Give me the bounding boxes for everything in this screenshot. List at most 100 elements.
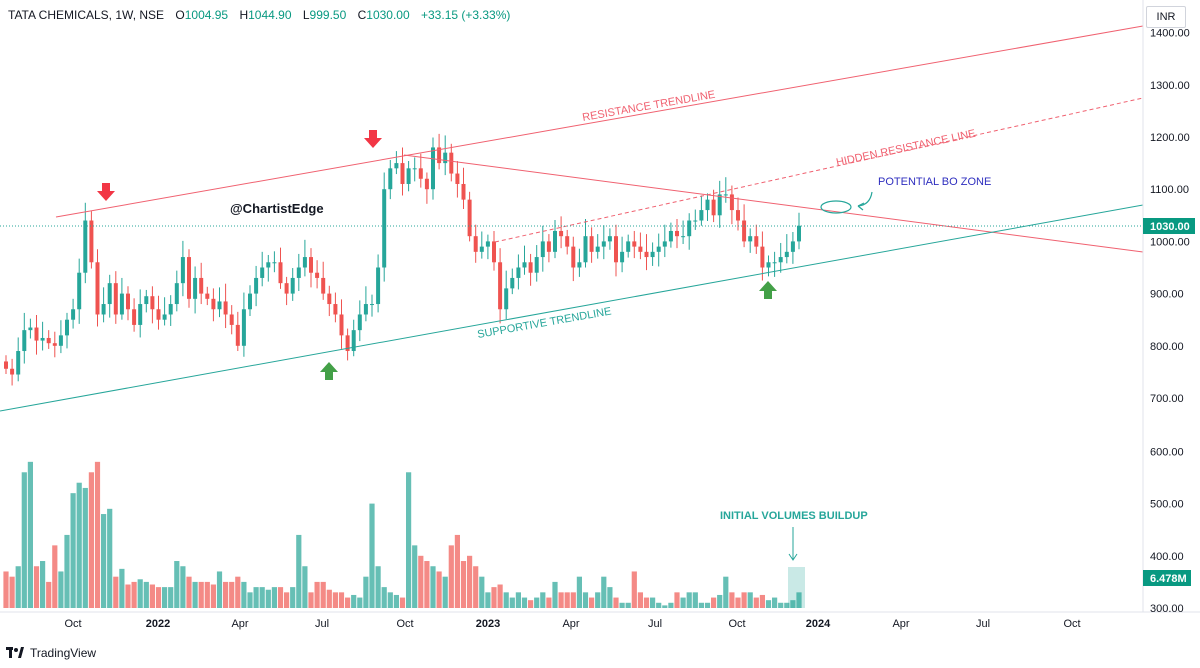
candles bbox=[4, 133, 801, 386]
volume-bar bbox=[137, 579, 143, 608]
candle-body bbox=[4, 361, 8, 369]
volume-bar bbox=[131, 581, 137, 608]
candle-body bbox=[119, 293, 124, 315]
volume-bar bbox=[668, 602, 674, 608]
candle-body bbox=[766, 262, 771, 268]
candle-body bbox=[742, 220, 747, 242]
volume-tick-label: 600.00 bbox=[1150, 446, 1184, 458]
volume-bar bbox=[564, 592, 570, 608]
candle-body bbox=[248, 293, 252, 310]
candle-body bbox=[412, 168, 417, 170]
volume-bar bbox=[717, 594, 723, 608]
candle-body bbox=[516, 267, 521, 278]
change-value: +33.15 (+3.33%) bbox=[421, 8, 511, 22]
candle-body bbox=[107, 283, 112, 305]
candle-body bbox=[748, 236, 753, 242]
candle-body bbox=[235, 324, 240, 346]
volume-bar bbox=[467, 555, 473, 608]
volume-bar bbox=[558, 592, 564, 608]
tradingview-icon bbox=[6, 647, 24, 658]
candle-body bbox=[156, 309, 161, 320]
candle-body bbox=[95, 262, 100, 315]
candle-body bbox=[278, 262, 283, 284]
candle-body bbox=[296, 267, 301, 278]
volume-bar bbox=[296, 534, 302, 608]
volume-bars bbox=[3, 461, 802, 608]
volume-bar bbox=[357, 597, 363, 608]
volume-bar bbox=[747, 592, 753, 608]
candle-body bbox=[150, 296, 155, 310]
volume-bar bbox=[607, 587, 613, 608]
time-tick-label: Jul bbox=[315, 618, 329, 630]
volume-bar bbox=[650, 597, 656, 608]
candle-body bbox=[626, 241, 631, 252]
volume-bar bbox=[772, 597, 778, 608]
candle-body bbox=[309, 257, 313, 273]
candle-body bbox=[180, 257, 185, 284]
candle-body bbox=[260, 267, 265, 278]
candle-body bbox=[736, 210, 740, 221]
down-arrow-icon bbox=[364, 130, 382, 148]
volume-bar bbox=[735, 597, 741, 608]
candle-body bbox=[101, 304, 106, 315]
candle-body bbox=[400, 163, 405, 184]
last-price-label: 1030.00 bbox=[1150, 221, 1190, 233]
volume-bar bbox=[265, 589, 271, 608]
candle-body bbox=[790, 241, 795, 252]
volume-bar bbox=[399, 597, 406, 608]
candle-body bbox=[662, 241, 667, 247]
volume-bar bbox=[326, 589, 332, 608]
candle-body bbox=[187, 257, 191, 299]
candle-body bbox=[370, 304, 374, 306]
volume-bar bbox=[656, 602, 662, 608]
volume-bar bbox=[546, 597, 552, 608]
candle-body bbox=[577, 262, 582, 268]
candle-body bbox=[16, 351, 21, 375]
candle-body bbox=[711, 199, 716, 216]
high-value: 1044.90 bbox=[248, 8, 292, 22]
candle-body bbox=[77, 272, 82, 310]
candle-body bbox=[553, 230, 557, 252]
bo-zone-ellipse bbox=[820, 200, 852, 214]
volume-bar bbox=[58, 571, 64, 608]
candle-body bbox=[205, 293, 210, 299]
volume-bar bbox=[406, 472, 412, 608]
candle-body bbox=[681, 236, 686, 238]
candle-body bbox=[675, 230, 679, 237]
candle-body bbox=[284, 283, 289, 294]
price-tick-label: 1400.00 bbox=[1150, 28, 1190, 40]
currency-button[interactable]: INR bbox=[1146, 6, 1186, 28]
volume-bar bbox=[369, 503, 375, 608]
volume-bar bbox=[235, 576, 241, 608]
volume-bar bbox=[723, 576, 729, 608]
candle-body bbox=[126, 293, 130, 310]
candle-body bbox=[540, 241, 545, 258]
candle-body bbox=[217, 301, 222, 310]
close-value: 1030.00 bbox=[366, 8, 410, 22]
candle-body bbox=[40, 337, 45, 341]
volume-bar bbox=[491, 587, 497, 608]
candle-body bbox=[492, 241, 496, 263]
volume-bar bbox=[759, 594, 765, 608]
volume-bar bbox=[113, 576, 119, 608]
time-tick-label: 2024 bbox=[806, 618, 831, 630]
volume-bar bbox=[290, 587, 296, 608]
volume-bar bbox=[430, 566, 436, 608]
volume-bar bbox=[637, 592, 643, 608]
candle-body bbox=[784, 251, 789, 258]
price-tick-label: 1000.00 bbox=[1150, 236, 1190, 248]
brand-logo[interactable]: TradingView bbox=[6, 646, 96, 660]
candle-body bbox=[83, 220, 88, 273]
volume-bar bbox=[528, 600, 534, 608]
time-tick-label: Oct bbox=[396, 618, 413, 630]
candle-body bbox=[479, 246, 484, 252]
candle-body bbox=[46, 337, 51, 344]
volume-bar bbox=[704, 602, 711, 608]
price-tick-label: 1100.00 bbox=[1150, 184, 1189, 196]
volume-bar bbox=[509, 597, 515, 608]
candle-body bbox=[71, 309, 76, 320]
volume-bar bbox=[338, 592, 345, 608]
volume-bar bbox=[589, 597, 595, 608]
bo-zone-label: POTENTIAL BO ZONE bbox=[878, 176, 991, 188]
